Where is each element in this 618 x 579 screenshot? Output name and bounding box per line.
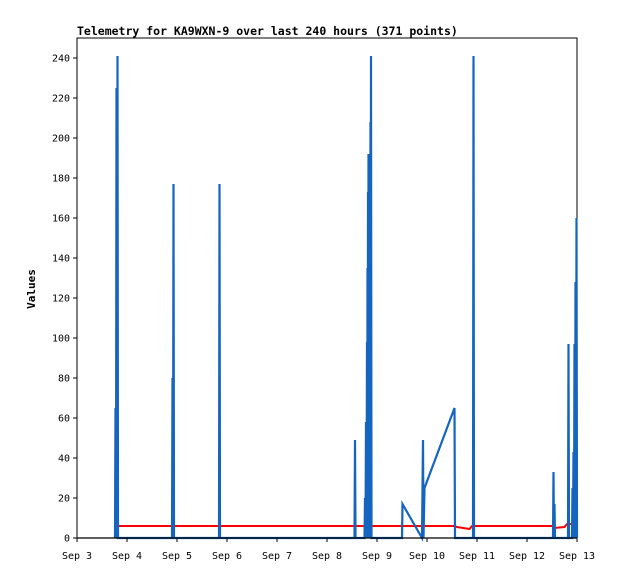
- x-tick-label: Sep 11: [459, 551, 495, 562]
- y-tick-label: 220: [52, 94, 70, 105]
- y-tick-label: 60: [58, 414, 70, 425]
- x-tick-label: Sep 12: [509, 551, 545, 562]
- y-tick-label: 180: [52, 174, 70, 185]
- y-tick-label: 140: [52, 254, 70, 265]
- y-tick-label: 40: [58, 454, 70, 465]
- y-tick-label: 200: [52, 134, 70, 145]
- x-tick-label: Sep 7: [262, 551, 292, 562]
- y-axis-ticks: 0 20 40 60 80 100 120 140 160 180 200 220 240: [52, 54, 77, 545]
- y-axis-label: Values: [25, 269, 38, 309]
- y-tick-label: 160: [52, 214, 70, 225]
- y-tick-label: 240: [52, 54, 70, 65]
- y-tick-label: 120: [52, 294, 70, 305]
- y-tick-label: 80: [58, 374, 70, 385]
- x-tick-label: Sep 10: [409, 551, 445, 562]
- x-tick-label: Sep 3: [62, 551, 92, 562]
- x-tick-label: Sep 4: [112, 551, 142, 562]
- x-tick-label: Sep 6: [212, 551, 242, 562]
- chart-title: Telemetry for KA9WXN-9 over last 240 hou…: [77, 24, 458, 38]
- x-axis-ticks: Sep 3 Sep 4 Sep 5 Sep 6 Sep 7 Sep 8 Sep 9 Sep 1…: [62, 538, 595, 562]
- x-tick-label: Sep 5: [162, 551, 192, 562]
- x-tick-label: Sep 13: [559, 551, 595, 562]
- y-tick-label: 0: [64, 534, 70, 545]
- x-tick-label: Sep 9: [362, 551, 392, 562]
- plot-area: [76, 37, 578, 539]
- y-tick-label: 20: [58, 494, 70, 505]
- x-tick-label: Sep 8: [312, 551, 342, 562]
- y-tick-label: 100: [52, 334, 70, 345]
